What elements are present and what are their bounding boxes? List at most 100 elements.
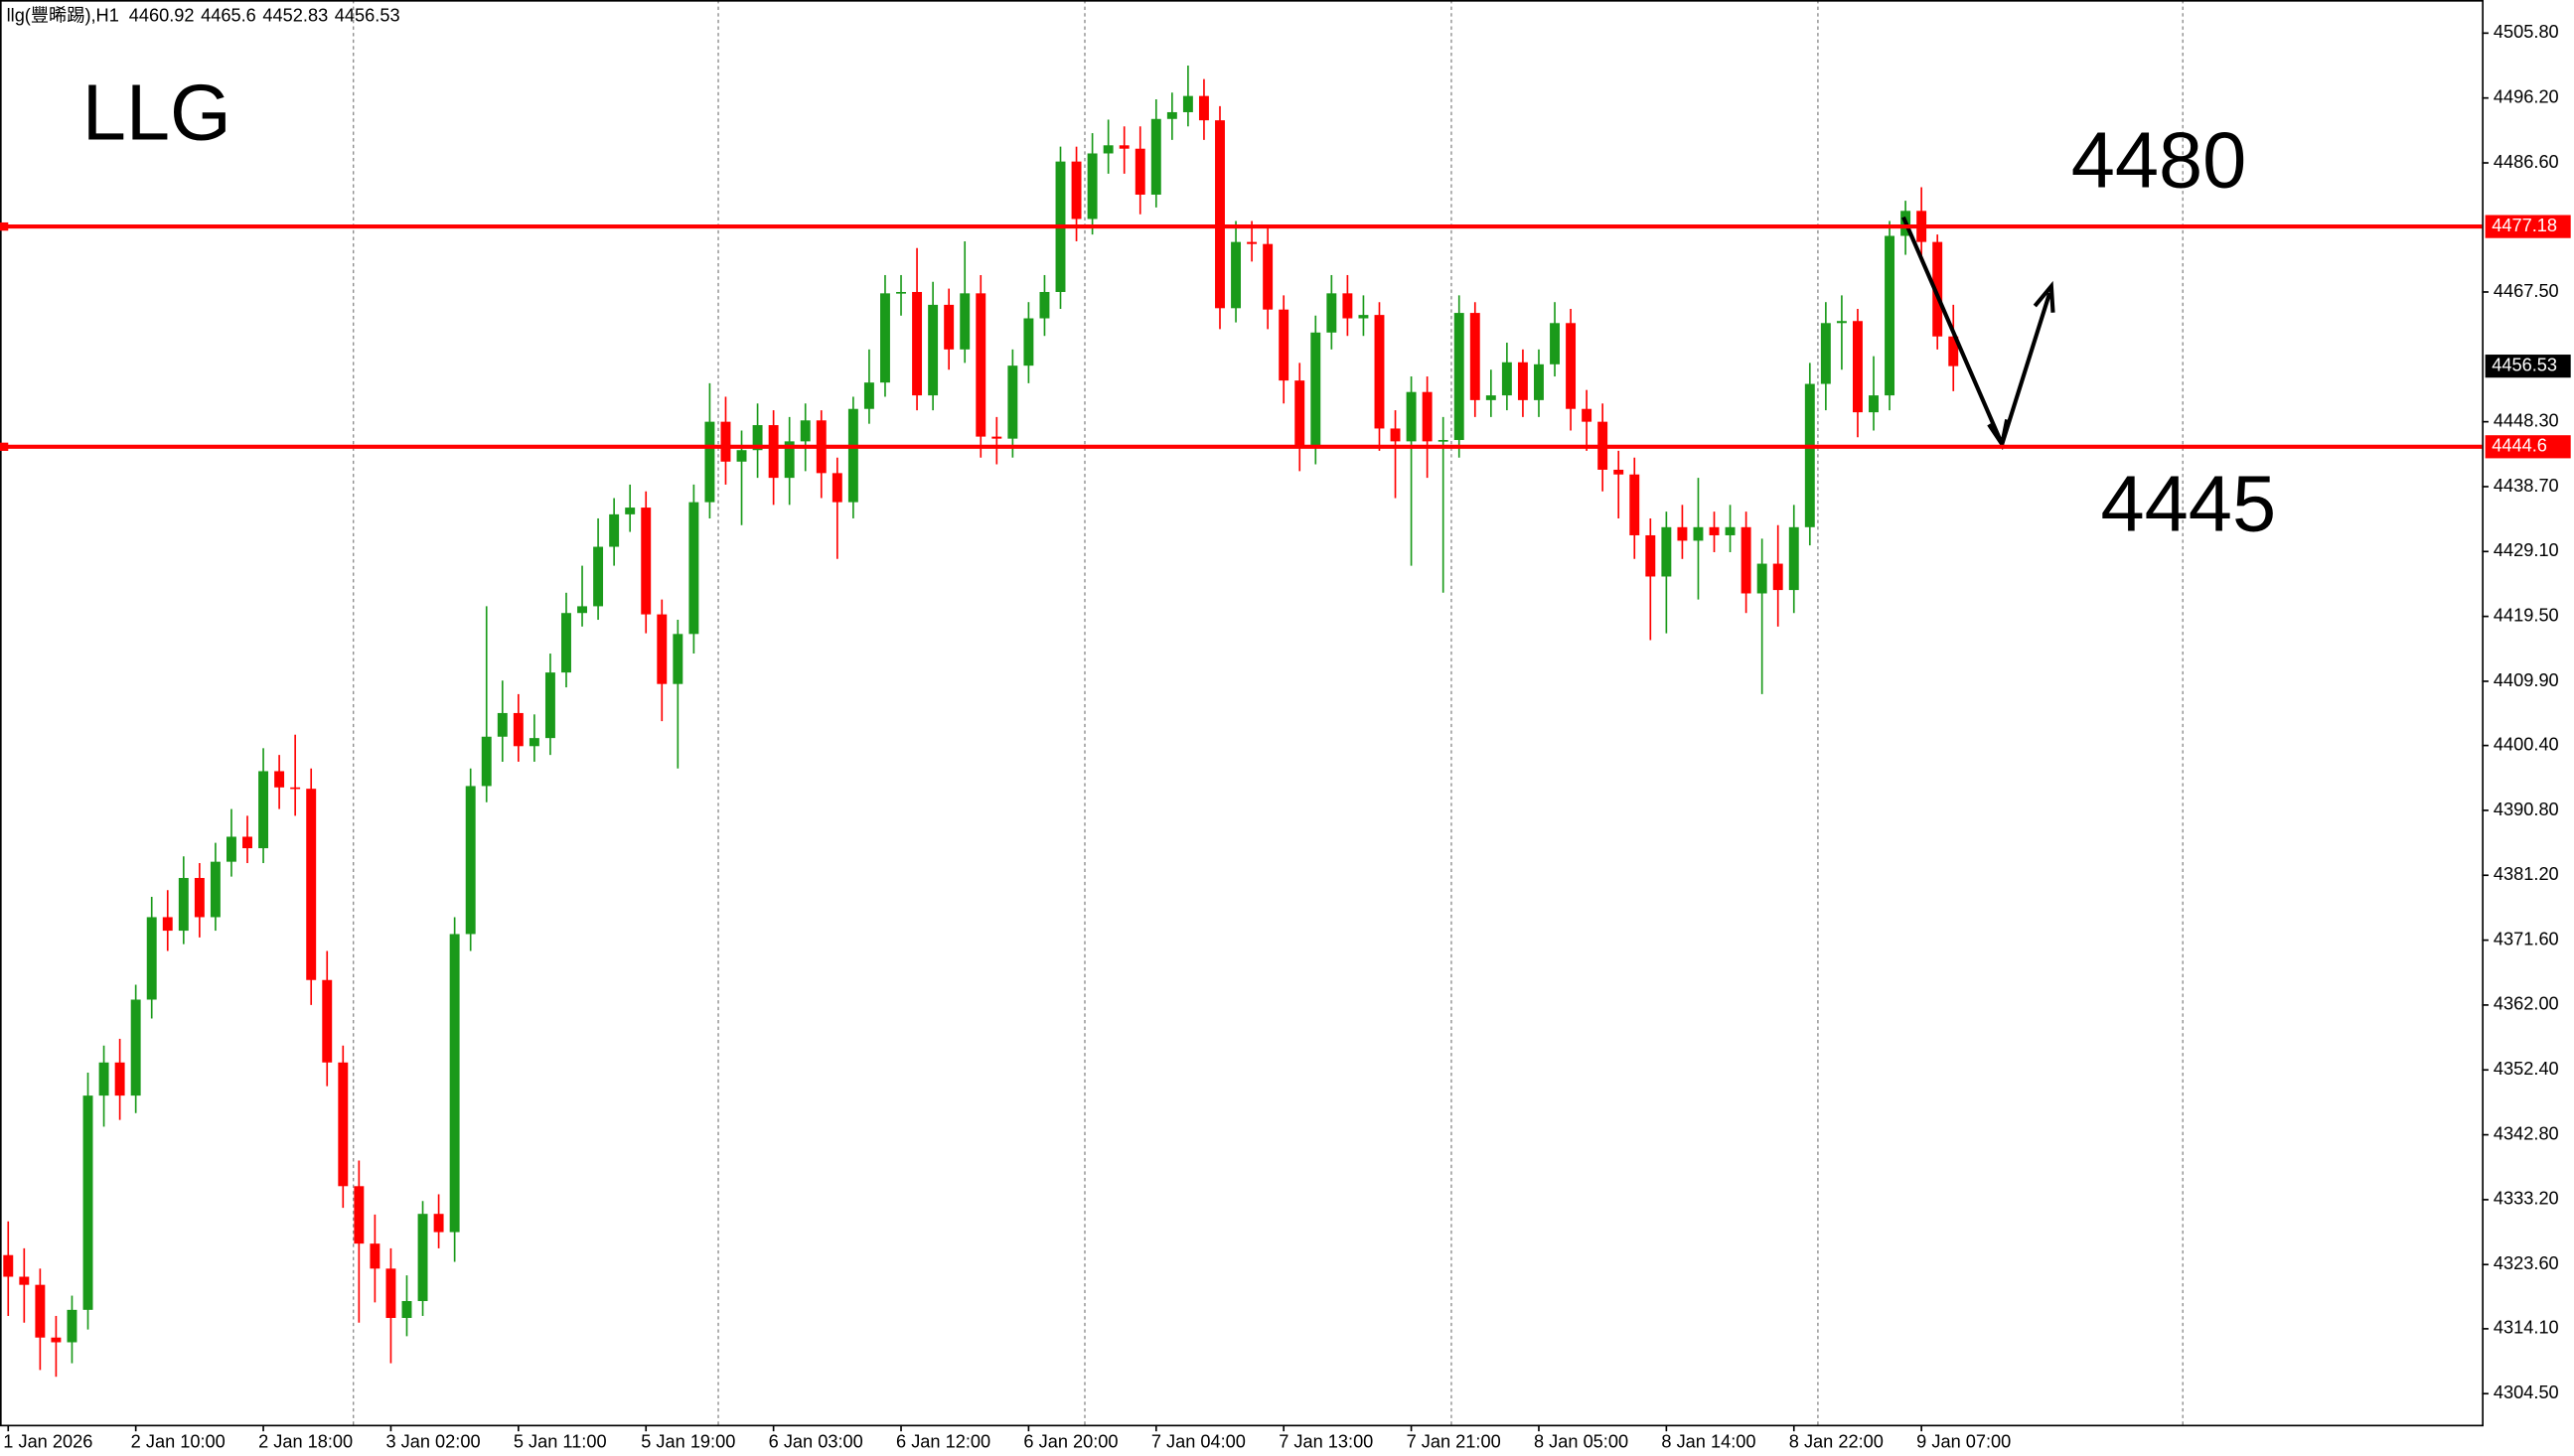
candle-body bbox=[625, 508, 636, 514]
candle-body bbox=[1453, 313, 1464, 441]
candle-body bbox=[1310, 332, 1321, 449]
candle-body bbox=[1772, 563, 1783, 591]
candle-body bbox=[1358, 315, 1369, 319]
x-tick-label: 8 Jan 05:00 bbox=[1534, 1432, 1628, 1452]
candle-body bbox=[784, 441, 795, 479]
candle-body bbox=[98, 1062, 109, 1096]
candle-body bbox=[1709, 526, 1720, 535]
candle-body bbox=[1135, 148, 1145, 195]
candle-body bbox=[1007, 365, 1018, 439]
header-close: 4456.53 bbox=[335, 5, 400, 25]
candle-body bbox=[481, 736, 492, 787]
candle-body bbox=[146, 917, 157, 1000]
candle-body bbox=[1279, 309, 1289, 381]
current-price-box bbox=[2485, 355, 2571, 378]
y-tick-label: 4342.80 bbox=[2494, 1123, 2559, 1143]
candle-body bbox=[1613, 469, 1624, 475]
y-tick-label: 4429.10 bbox=[2494, 540, 2559, 560]
candle-body bbox=[242, 836, 252, 849]
y-tick-label: 4333.20 bbox=[2494, 1189, 2559, 1209]
candle-body bbox=[1231, 241, 1242, 309]
level-marker bbox=[0, 221, 9, 231]
candle-body bbox=[1501, 362, 1512, 396]
candle-body bbox=[1534, 364, 1544, 400]
candle-body bbox=[306, 789, 317, 980]
candle-body bbox=[1247, 241, 1258, 244]
candle-body bbox=[544, 672, 555, 739]
candle-body bbox=[1326, 293, 1337, 333]
candle-body bbox=[577, 606, 587, 614]
candle-body bbox=[880, 293, 890, 383]
candle-body bbox=[1948, 336, 1959, 366]
candle-body bbox=[976, 293, 986, 437]
y-tick-label: 4314.10 bbox=[2494, 1318, 2559, 1338]
candle-body bbox=[800, 420, 811, 442]
candle-body bbox=[1422, 391, 1433, 442]
header-high: 4465.6 bbox=[201, 5, 256, 25]
candle-body bbox=[688, 502, 699, 635]
candle-body bbox=[449, 934, 460, 1233]
candle-body bbox=[51, 1337, 62, 1343]
candle-body bbox=[1166, 111, 1177, 119]
arrow-head bbox=[2033, 280, 2055, 313]
candle-body bbox=[529, 738, 539, 747]
candle-body bbox=[1438, 440, 1448, 442]
y-tick-label: 4304.50 bbox=[2494, 1383, 2559, 1402]
candle-body bbox=[561, 613, 571, 673]
level-label-box bbox=[2485, 435, 2571, 459]
candle-body bbox=[1119, 145, 1130, 149]
y-tick-label: 4352.40 bbox=[2494, 1059, 2559, 1079]
candle-body bbox=[465, 786, 476, 935]
candle-body bbox=[736, 450, 747, 462]
candle-body bbox=[609, 513, 620, 547]
y-tick-label: 4419.50 bbox=[2494, 605, 2559, 625]
chart-title: LLG bbox=[82, 68, 231, 156]
candle-body bbox=[274, 771, 285, 788]
candle-body bbox=[1661, 526, 1672, 577]
candle-body bbox=[67, 1309, 77, 1343]
candle-body bbox=[1406, 391, 1417, 442]
x-tick-label: 9 Jan 07:00 bbox=[1916, 1432, 2011, 1452]
candle-body bbox=[1885, 235, 1895, 396]
candle-body bbox=[657, 614, 668, 684]
plot bbox=[3, 66, 1959, 1378]
candle-body bbox=[1788, 526, 1799, 591]
annotation: 4445 bbox=[2100, 459, 2276, 547]
level-marker bbox=[0, 442, 9, 451]
candle-body bbox=[832, 473, 842, 503]
current-price-label: 4456.53 bbox=[2492, 355, 2557, 374]
candle-body bbox=[1198, 95, 1209, 121]
candle-body bbox=[370, 1243, 380, 1269]
candle-body bbox=[354, 1186, 365, 1244]
candle-body bbox=[641, 508, 652, 615]
candle-body bbox=[1374, 315, 1385, 429]
x-tick-label: 7 Jan 04:00 bbox=[1151, 1432, 1246, 1452]
candle-body bbox=[1550, 323, 1560, 364]
x-tick-label: 5 Jan 19:00 bbox=[641, 1432, 735, 1452]
day-separators bbox=[353, 0, 2184, 1425]
candle-body bbox=[497, 712, 508, 737]
symbol: llg(豐晞踢),H1 bbox=[7, 5, 119, 25]
arrow-head bbox=[1987, 419, 2010, 450]
x-tick-label: 5 Jan 11:00 bbox=[514, 1432, 607, 1452]
chart-header: llg(豐晞踢),H1 4460.92 4465.6 4452.83 4456.53 bbox=[7, 5, 400, 25]
candle-body bbox=[720, 421, 731, 462]
candle-body bbox=[1485, 395, 1496, 400]
candle-body bbox=[1469, 313, 1480, 400]
candle-body bbox=[704, 421, 715, 503]
x-tick-label: 6 Jan 12:00 bbox=[896, 1432, 990, 1452]
candle-body bbox=[1023, 318, 1034, 366]
candle-body bbox=[1294, 380, 1305, 449]
candle-body bbox=[1150, 118, 1161, 195]
x-tick-label: 3 Jan 02:00 bbox=[385, 1432, 480, 1452]
candle-body bbox=[863, 382, 874, 409]
candle-body bbox=[1645, 534, 1656, 577]
candle-body bbox=[768, 425, 779, 479]
x-tick-label: 1 Jan 2026 bbox=[3, 1432, 92, 1452]
candle-body bbox=[513, 712, 524, 747]
candle-body bbox=[1071, 161, 1082, 219]
candle-body bbox=[19, 1276, 30, 1285]
candle-body bbox=[3, 1254, 14, 1277]
candle-body bbox=[226, 836, 236, 862]
candle-body bbox=[912, 291, 923, 396]
